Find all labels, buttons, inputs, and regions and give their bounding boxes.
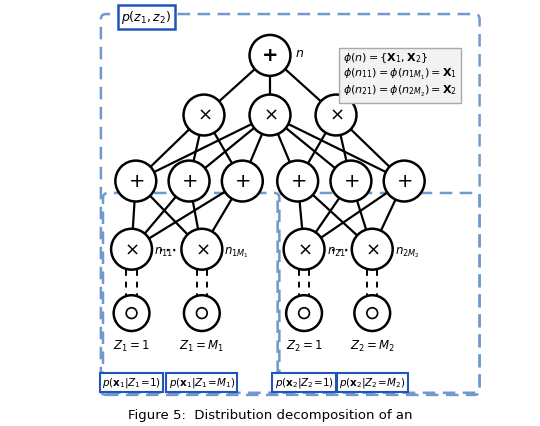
Text: $+$: $+$ xyxy=(343,172,359,190)
Circle shape xyxy=(184,95,225,135)
Text: $p(\mathbf{x}_1|Z_1\!=\!1)$: $p(\mathbf{x}_1|Z_1\!=\!1)$ xyxy=(102,376,161,389)
Circle shape xyxy=(249,95,291,135)
Circle shape xyxy=(116,161,156,201)
Circle shape xyxy=(286,295,322,331)
Text: $Z_2=M_2$: $Z_2=M_2$ xyxy=(350,339,395,354)
Text: $\times$: $\times$ xyxy=(365,240,380,258)
Circle shape xyxy=(222,161,263,201)
Circle shape xyxy=(197,308,207,319)
Text: $\times$: $\times$ xyxy=(194,240,209,258)
Text: $\times$: $\times$ xyxy=(297,240,312,258)
Text: $Z_1=1$: $Z_1=1$ xyxy=(113,339,150,354)
Circle shape xyxy=(299,308,309,319)
Text: $+$: $+$ xyxy=(234,172,251,190)
Circle shape xyxy=(384,161,424,201)
Text: $n$: $n$ xyxy=(295,47,304,60)
Circle shape xyxy=(184,295,220,331)
Text: $\cdots$: $\cdots$ xyxy=(157,240,177,259)
Circle shape xyxy=(315,95,356,135)
Circle shape xyxy=(111,229,152,270)
Text: $p(z_1, z_2)$: $p(z_1, z_2)$ xyxy=(122,9,172,26)
Text: $+$: $+$ xyxy=(396,172,413,190)
Circle shape xyxy=(367,308,377,319)
Text: Figure 5:  Distribution decomposition of an
example PC with materialized LVs $Z_: Figure 5: Distribution decomposition of … xyxy=(128,409,412,426)
Circle shape xyxy=(249,35,291,76)
Text: $Z_1=M_1$: $Z_1=M_1$ xyxy=(179,339,224,354)
Circle shape xyxy=(352,229,393,270)
Text: $\times$: $\times$ xyxy=(197,106,211,124)
Circle shape xyxy=(168,161,210,201)
Text: $p(\mathbf{x}_1|Z_1\!=\!M_1)$: $p(\mathbf{x}_1|Z_1\!=\!M_1)$ xyxy=(168,376,235,389)
Text: $\times$: $\times$ xyxy=(124,240,139,258)
Text: $n_{21}$: $n_{21}$ xyxy=(327,246,346,259)
Text: $n_{1M_1}$: $n_{1M_1}$ xyxy=(225,245,249,260)
Text: $\cdots$: $\cdots$ xyxy=(328,240,348,259)
Text: $n_{2M_2}$: $n_{2M_2}$ xyxy=(395,245,420,260)
Text: $n_{11}$: $n_{11}$ xyxy=(154,246,173,259)
Text: $+$: $+$ xyxy=(127,172,144,190)
Circle shape xyxy=(126,308,137,319)
Text: $p(\mathbf{x}_2|Z_2\!=\!1)$: $p(\mathbf{x}_2|Z_2\!=\!1)$ xyxy=(274,376,334,389)
Text: $\times$: $\times$ xyxy=(262,106,278,124)
Text: $+$: $+$ xyxy=(289,172,306,190)
Circle shape xyxy=(284,229,325,270)
Text: $p(\mathbf{x}_2|Z_2\!=\!M_2)$: $p(\mathbf{x}_2|Z_2\!=\!M_2)$ xyxy=(339,376,406,389)
Circle shape xyxy=(113,295,150,331)
Circle shape xyxy=(330,161,372,201)
Text: $\times$: $\times$ xyxy=(329,106,343,124)
Text: $+$: $+$ xyxy=(181,172,197,190)
Text: +: + xyxy=(262,46,278,65)
Circle shape xyxy=(181,229,222,270)
Text: $\phi(n) = \{\mathbf{X}_1, \mathbf{X}_2\}$
$\phi(n_{11}) = \phi(n_{1M_1}) = \mat: $\phi(n) = \{\mathbf{X}_1, \mathbf{X}_2\… xyxy=(343,51,457,99)
Circle shape xyxy=(354,295,390,331)
Text: $Z_2=1$: $Z_2=1$ xyxy=(286,339,322,354)
Circle shape xyxy=(277,161,318,201)
